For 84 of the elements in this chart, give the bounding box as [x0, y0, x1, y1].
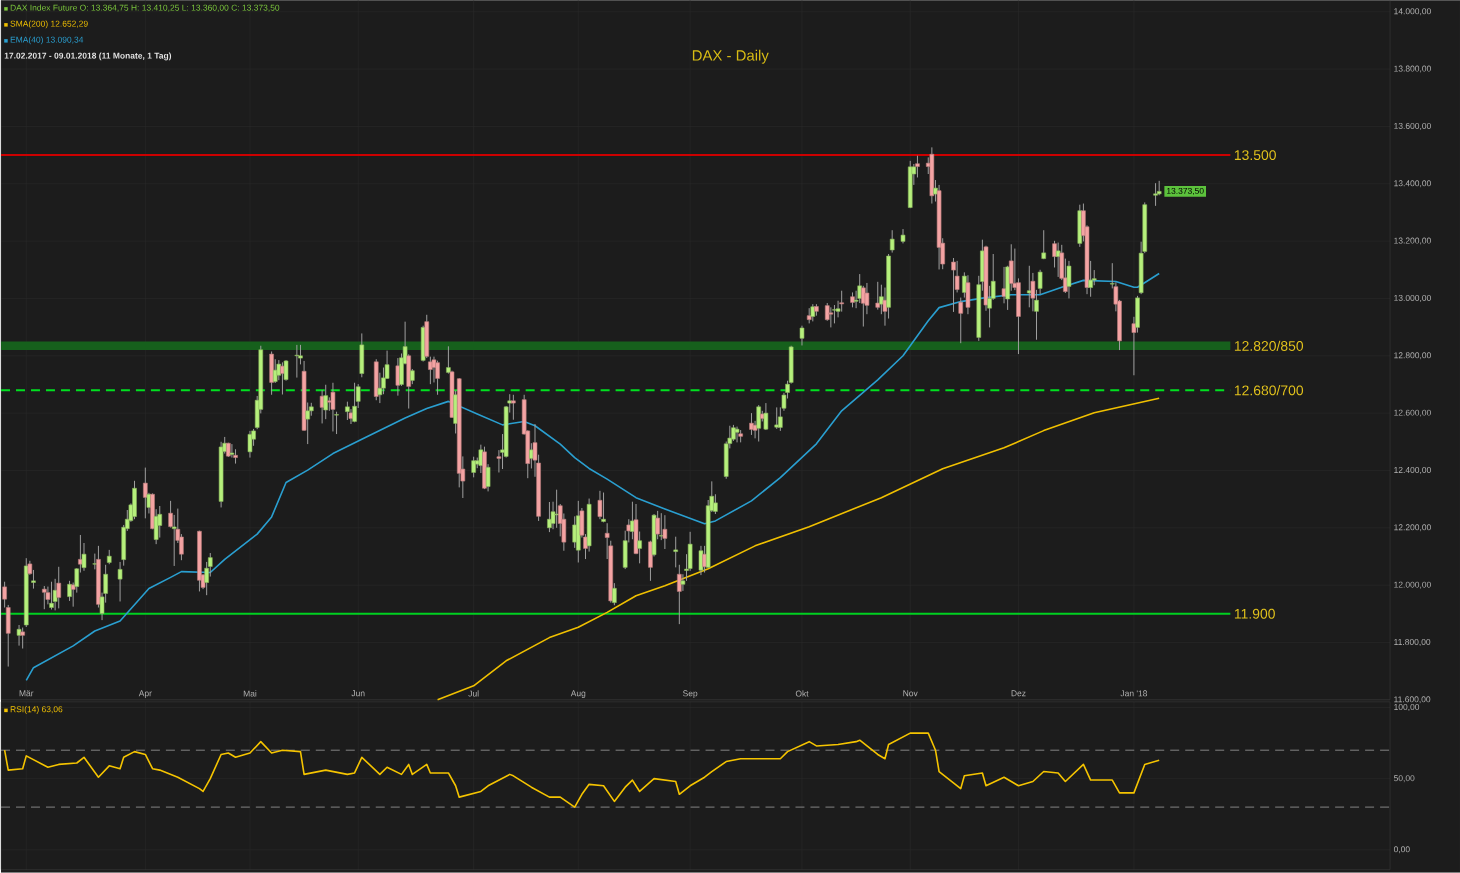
candlestick [1066, 260, 1072, 300]
x-tick-label: Jul [468, 690, 479, 697]
candlestick [637, 531, 642, 564]
y-tick-label: 12.000,00 [1394, 581, 1431, 589]
candlestick [1027, 265, 1032, 308]
y-tick-label: 13.800,00 [1394, 65, 1431, 73]
candlestick [395, 357, 401, 397]
y-tick-label: 12.800,00 [1394, 352, 1431, 360]
x-tick-label: Aug [570, 690, 586, 699]
candlestick [662, 514, 668, 550]
candlestick [597, 490, 603, 520]
candlestick [377, 372, 383, 404]
candlestick [117, 561, 123, 603]
candlestick [272, 358, 278, 384]
candlestick [143, 467, 148, 519]
band-label: 12.820/850 [1234, 340, 1304, 352]
candlestick [70, 582, 76, 608]
candlestick [16, 624, 22, 647]
y-tick-label: 11.600,00 [1394, 696, 1431, 704]
x-tick-label: Sep [683, 690, 698, 699]
x-tick-label: Mär [19, 690, 34, 697]
candlestick [572, 515, 577, 549]
annotation: 13.373,50 [1167, 188, 1204, 195]
candlestick [1041, 229, 1046, 260]
y-tick-label: 14.000,00 [1394, 8, 1431, 16]
candlestick [673, 536, 678, 569]
legend-label: SMA(200) 12.652,29 [10, 20, 88, 29]
y-tick-label: 13.400,00 [1394, 180, 1431, 188]
y-tick-label: 50,00 [1393, 775, 1415, 783]
x-tick-label: Jun [351, 690, 365, 697]
candlestick [435, 360, 440, 396]
y-tick-label: 13.200,00 [1394, 237, 1431, 245]
candlestick [889, 229, 895, 254]
ref-line-label: 13.500 [1234, 150, 1276, 161]
x-tick-label: Okt [795, 690, 809, 697]
y-tick-label: 0,00 [1393, 846, 1410, 854]
ref-line-label: 12.680/700 [1234, 385, 1304, 396]
x-tick-label: Jan '18 [1120, 690, 1148, 697]
line-series [25, 272, 1160, 682]
line-series [436, 397, 1160, 701]
candlestick [1037, 269, 1043, 295]
legend-label: EMA(40) 13.090,34 [10, 36, 84, 45]
text: DAX - Daily [692, 49, 769, 64]
legend-label: RSI(14) 63,06 [10, 706, 63, 715]
y-tick-label: 12.600,00 [1394, 409, 1431, 417]
y-tick-label: 13.000,00 [1394, 295, 1431, 303]
annotation: 17.02.2017 - 09.01.2018 (11 Monate, 1 Tag) [4, 52, 172, 61]
ref-line-label: 11.900 [1234, 609, 1275, 619]
candlestick [839, 290, 844, 313]
candlestick [42, 585, 47, 610]
y-tick-label: 12.200,00 [1394, 524, 1431, 532]
candlestick [49, 581, 54, 611]
x-tick-label: Mai [243, 690, 257, 697]
candlestick [153, 508, 159, 545]
candlestick [698, 545, 704, 576]
y-tick-label: 11.800,00 [1394, 639, 1431, 647]
candlestick [485, 463, 491, 493]
candlestick [958, 297, 964, 344]
candlestick [56, 566, 62, 610]
candlestick [319, 389, 325, 425]
candlestick [799, 325, 805, 347]
candlestick [875, 281, 881, 311]
y-tick-label: 13.600,00 [1394, 123, 1431, 131]
candlestick [601, 492, 606, 523]
candlestick [31, 569, 36, 590]
candlestick [677, 564, 682, 625]
candlestick [554, 489, 559, 529]
x-tick-label: Dez [1011, 690, 1026, 697]
candlestick [1008, 243, 1014, 292]
candlestick [1001, 266, 1007, 304]
candlestick [951, 257, 956, 313]
candlestick [352, 382, 357, 423]
candlestick [345, 401, 350, 421]
text: DAX Index Future O: 13.364,75 H: 13.410,25 L: 13.360,00 C: 13.373,50 [10, 4, 280, 12]
candlestick [832, 304, 837, 325]
y-tick-label: 100,00 [1394, 704, 1420, 712]
y-tick-label: 12.400,00 [1394, 467, 1431, 475]
candlestick [655, 510, 660, 540]
candlestick [446, 345, 451, 375]
candlestick [828, 306, 834, 329]
x-tick-label: Apr [138, 690, 152, 699]
x-tick-label: Nov [903, 690, 918, 697]
candlestick [511, 394, 516, 421]
candlestick [20, 627, 25, 650]
